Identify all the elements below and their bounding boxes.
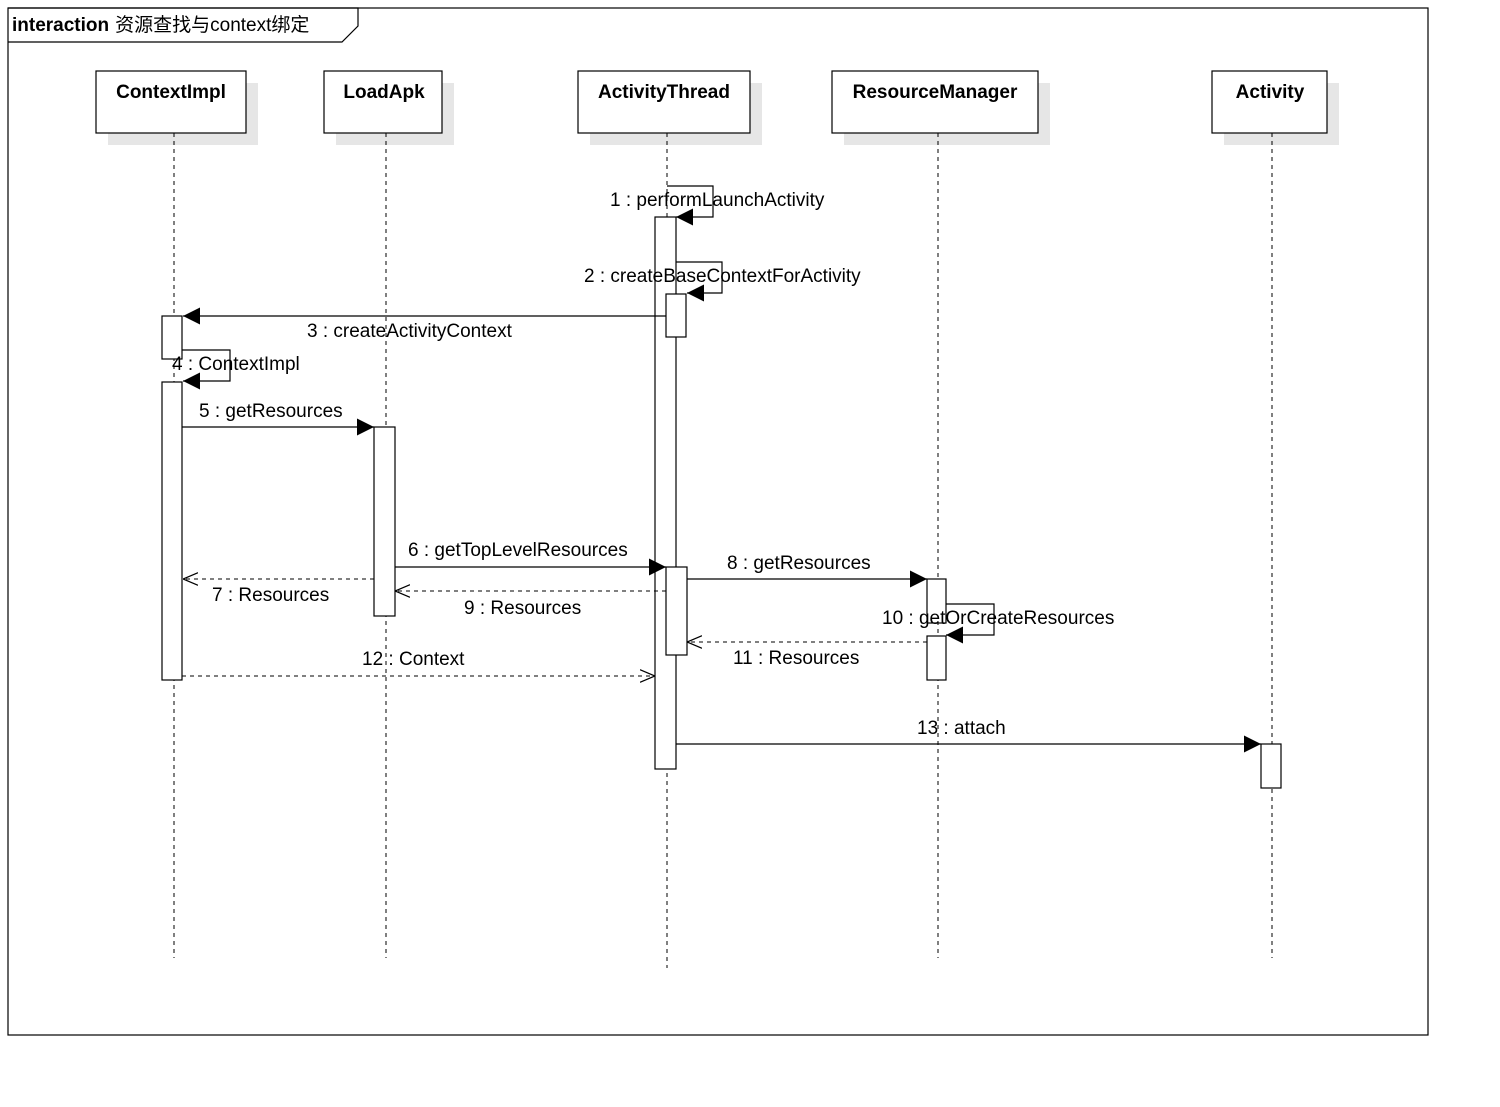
lifeline-head <box>831 70 1039 134</box>
interaction-frame: interaction 资源查找与context绑定 <box>7 7 1429 1036</box>
lifeline-contextimpl: ContextImpl <box>95 70 258 958</box>
message-label: 1 : performLaunchActivity <box>610 190 825 211</box>
message-4: 4 : ContextImpl <box>172 349 300 390</box>
lifeline-name: ActivityThread <box>598 82 730 103</box>
frame-border <box>7 7 1429 1036</box>
message-label: 5 : getResources <box>199 401 343 422</box>
lifeline-head <box>1211 70 1328 134</box>
message-label: 2 : createBaseContextForActivity <box>584 266 861 287</box>
frame-name: 资源查找与context绑定 <box>115 14 309 36</box>
frame-keyword: interaction <box>12 15 109 36</box>
activation-contextimpl-main <box>161 381 183 681</box>
activation-activity <box>1260 743 1282 789</box>
message-11: 11 : Resources <box>687 642 927 669</box>
frame-title-tab <box>8 7 359 43</box>
activation-resourcemanager-getresources <box>926 578 947 624</box>
activation-activitythread-toplevel <box>665 566 688 656</box>
message-7: 7 : Resources <box>183 579 374 606</box>
lifeline-name: LoadApk <box>343 82 425 103</box>
message-3: 3 : createActivityContext <box>183 307 666 342</box>
frame-title: interaction 资源查找与context绑定 <box>12 14 309 36</box>
message-arrow <box>946 603 995 644</box>
lifeline-head <box>577 70 751 134</box>
activation-resourcemanager-create <box>926 635 947 681</box>
lifeline-name: ContextImpl <box>116 82 226 103</box>
message-12: 12 : Context <box>182 649 655 676</box>
message-1: 1 : performLaunchActivity <box>610 185 825 226</box>
message-label: 6 : getTopLevelResources <box>408 540 628 561</box>
message-label: 3 : createActivityContext <box>307 321 513 342</box>
activation-bars <box>161 216 1282 789</box>
activation-contextimpl-create <box>161 315 183 360</box>
activation-activitythread-createbase <box>665 293 687 338</box>
message-label: 13 : attach <box>917 718 1006 739</box>
message-5: 5 : getResources <box>182 401 374 436</box>
lifeline-head <box>323 70 443 134</box>
message-8: 8 : getResources <box>687 553 927 588</box>
lifeline-loadapk: LoadApk <box>323 70 454 958</box>
message-label: 8 : getResources <box>727 553 871 574</box>
message-label: 9 : Resources <box>464 598 581 619</box>
message-label: 11 : Resources <box>733 648 859 669</box>
lifeline-name: ResourceManager <box>853 82 1018 103</box>
message-9: 9 : Resources <box>395 591 666 619</box>
message-6: 6 : getTopLevelResources <box>395 540 666 576</box>
message-arrow <box>676 261 723 302</box>
lifeline-resourcemanager: ResourceManager <box>831 70 1050 958</box>
lifeline-activity: Activity <box>1211 70 1339 958</box>
lifeline-head <box>95 70 247 134</box>
message-label: 4 : ContextImpl <box>172 354 300 375</box>
message-label: 7 : Resources <box>212 585 329 606</box>
message-arrow <box>182 349 231 390</box>
message-arrow <box>667 185 714 226</box>
message-label: 10 : getOrCreateResources <box>882 608 1114 629</box>
message-10: 10 : getOrCreateResources <box>882 603 1114 644</box>
message-13: 13 : attach <box>676 718 1261 753</box>
lifeline-name: Activity <box>1236 82 1305 103</box>
activation-loadapk <box>373 426 396 617</box>
message-label: 12 : Context <box>362 649 465 670</box>
message-2: 2 : createBaseContextForActivity <box>584 261 861 302</box>
